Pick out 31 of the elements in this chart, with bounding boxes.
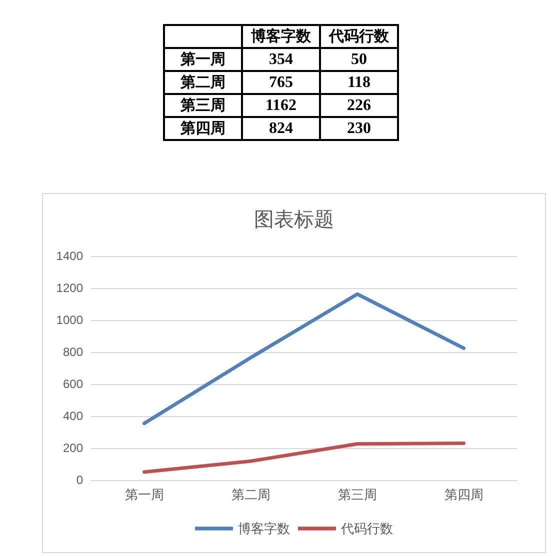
legend-label: 代码行数 <box>340 521 393 536</box>
line-series <box>142 441 466 474</box>
data-label: 824 <box>242 117 320 140</box>
y-tick-label: 1200 <box>56 281 84 295</box>
y-tick-label: 0 <box>76 473 84 487</box>
data-label: 1162 <box>242 94 320 117</box>
x-tick-label: 第二周 <box>231 487 270 502</box>
legend-label: 博客字数 <box>238 521 290 536</box>
data-label: 50 <box>320 48 398 71</box>
x-tick-label: 第一周 <box>124 487 164 502</box>
category-label: 第三周 <box>164 94 242 117</box>
y-tick-label: 600 <box>62 377 84 391</box>
category-label: 第二周 <box>164 71 242 94</box>
y-tick-label: 400 <box>62 409 84 423</box>
data-label: 765 <box>242 71 320 94</box>
x-tick-label: 第三周 <box>338 487 377 502</box>
data-label: 354 <box>242 48 320 71</box>
y-tick-label: 1400 <box>56 249 84 263</box>
text: 代码行数 <box>320 25 398 48</box>
y-tick-label: 800 <box>62 345 84 359</box>
data-label: 226 <box>320 94 398 117</box>
chart-title: 图表标题 <box>254 207 334 231</box>
data-label: 230 <box>320 117 398 140</box>
y-tick-label: 200 <box>62 441 84 455</box>
data-label: 118 <box>320 71 398 94</box>
x-tick-label: 第四周 <box>444 487 484 502</box>
category-label: 第四周 <box>164 117 242 140</box>
y-tick-label: 1000 <box>56 313 84 327</box>
line-series <box>142 292 466 426</box>
text: 博客字数 <box>242 25 320 48</box>
category-label: 第一周 <box>164 48 242 71</box>
